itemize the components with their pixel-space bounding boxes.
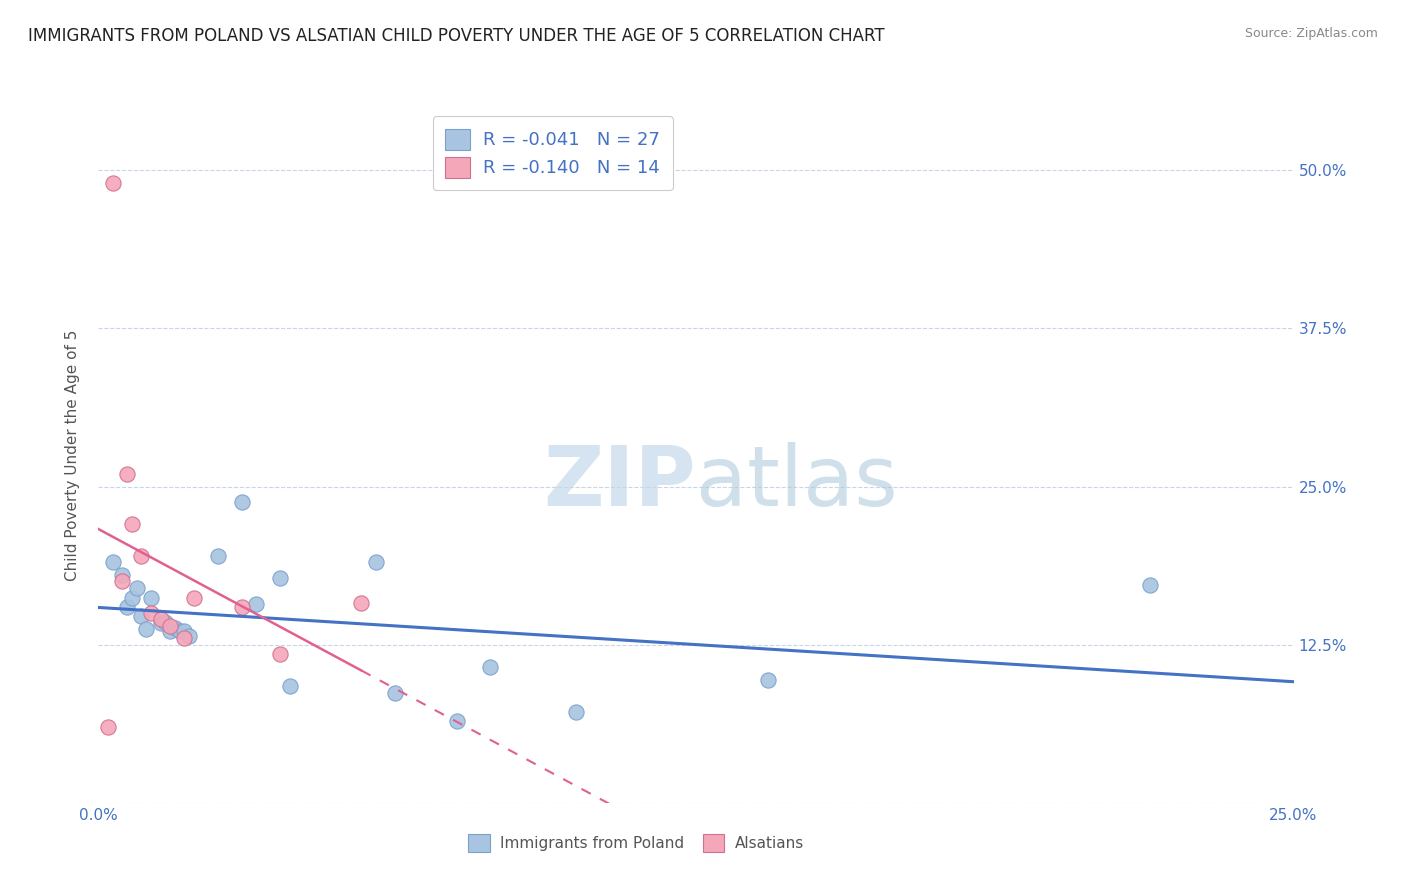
Point [269, 571, 291, 585]
Point [111, 568, 134, 582]
Point [169, 624, 191, 638]
Point [121, 517, 143, 532]
Point [131, 549, 153, 563]
Y-axis label: Child Poverty Under the Age of 5: Child Poverty Under the Age of 5 [65, 329, 80, 581]
Point [159, 618, 181, 632]
Point [115, 599, 138, 614]
Point [173, 624, 195, 638]
Point [163, 621, 186, 635]
Point [139, 606, 162, 620]
Point [101, 176, 124, 190]
Point [173, 632, 195, 646]
Point [139, 591, 162, 605]
Point [149, 612, 172, 626]
Point [179, 629, 201, 643]
Point [131, 608, 153, 623]
Point [231, 494, 253, 508]
Point [245, 597, 267, 611]
Point [231, 599, 253, 614]
Point [97, 720, 120, 734]
Point [384, 686, 406, 700]
Point [121, 591, 143, 605]
Text: ZIP: ZIP [544, 442, 696, 524]
Point [111, 574, 134, 589]
Point [446, 714, 468, 728]
Point [159, 624, 181, 638]
Point [364, 556, 387, 570]
Point [135, 623, 157, 637]
Point [1139, 578, 1161, 592]
Point [756, 673, 779, 687]
Point [350, 596, 373, 610]
Point [207, 549, 229, 563]
Point [125, 581, 148, 595]
Point [479, 660, 502, 674]
Point [565, 705, 588, 719]
Point [101, 556, 124, 570]
Text: atlas: atlas [696, 442, 897, 524]
Point [183, 591, 205, 605]
Legend: Immigrants from Poland, Alsatians: Immigrants from Poland, Alsatians [463, 828, 810, 858]
Point [155, 615, 177, 629]
Point [269, 647, 291, 661]
Point [278, 680, 301, 694]
Point [115, 467, 138, 481]
Text: IMMIGRANTS FROM POLAND VS ALSATIAN CHILD POVERTY UNDER THE AGE OF 5 CORRELATION : IMMIGRANTS FROM POLAND VS ALSATIAN CHILD… [28, 27, 884, 45]
Point [149, 616, 172, 631]
Text: Source: ZipAtlas.com: Source: ZipAtlas.com [1244, 27, 1378, 40]
